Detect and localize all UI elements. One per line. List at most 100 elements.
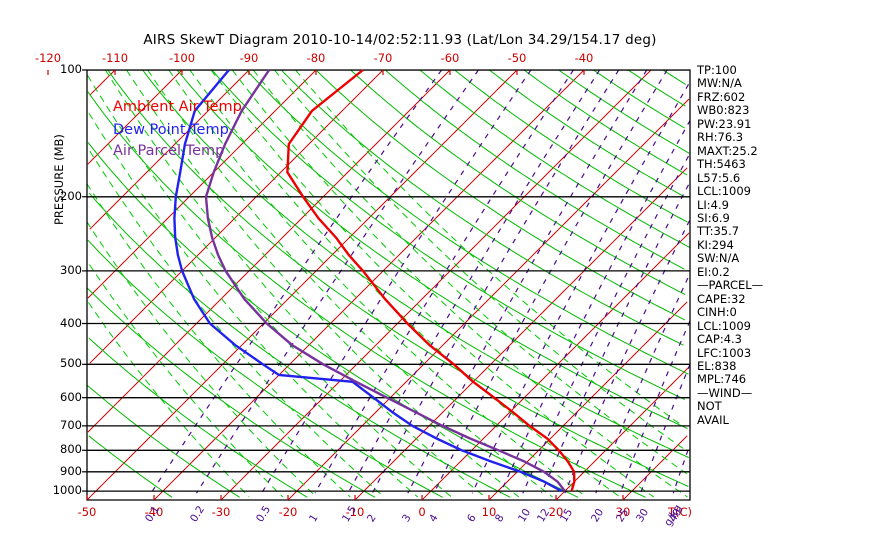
mixing-ratio-line — [433, 70, 668, 494]
top-temp-tick-label: -120 — [34, 51, 62, 65]
dry-adiabat-line — [107, 70, 689, 487]
mixing-ratio-line — [371, 70, 620, 494]
series-line-2 — [173, 69, 563, 493]
bottom-temp-tick-label: -20 — [278, 505, 298, 519]
stat-item: LCL:1009 — [697, 184, 751, 199]
bottom-temp-tick-label: 0 — [418, 505, 426, 519]
isotherm-line — [87, 70, 518, 500]
dry-adiabat-line — [627, 70, 686, 107]
stat-item: SW:N/A — [697, 251, 740, 266]
dry-adiabat-line — [523, 70, 688, 176]
stat-item: KI:294 — [697, 237, 734, 252]
stat-item: PW:23.91 — [697, 116, 752, 131]
dry-adiabat-line — [384, 70, 685, 270]
moist-adiabat-line — [87, 183, 351, 498]
stat-item: WB0:823 — [697, 103, 750, 118]
isotherm-line — [89, 70, 116, 96]
stat-item: CINH:0 — [697, 305, 737, 320]
isotherm-line — [89, 70, 250, 230]
top-temp-tick-label: -70 — [373, 51, 393, 65]
pressure-tick-label: 900 — [60, 463, 82, 478]
dry-adiabat-line — [88, 337, 308, 498]
moist-adiabat-line — [89, 264, 284, 498]
top-temp-tick-label: -110 — [101, 51, 129, 65]
stat-item: TH:5463 — [697, 157, 746, 172]
stat-item: MW:N/A — [697, 76, 742, 91]
series-line-1 — [286, 69, 576, 492]
stat-item: TP:100 — [697, 63, 737, 77]
dry-adiabat-line — [558, 70, 690, 154]
moist-adiabat-line — [104, 70, 486, 498]
dry-adiabat-line — [662, 70, 687, 85]
top-temp-tick-label: -100 — [168, 51, 196, 65]
legend-ambient-air-temp: Ambient Air Temp — [113, 99, 242, 115]
mixing-ratio-line — [261, 70, 532, 494]
bottom-temp-tick-label: -30 — [211, 505, 231, 519]
isotherm-line — [622, 435, 688, 500]
dry-adiabat-line — [87, 239, 443, 498]
stat-item: MAXT:25.2 — [697, 143, 758, 158]
pressure-tick-label: 800 — [60, 442, 82, 457]
isotherm-line — [421, 232, 690, 500]
mixing-ratio-line — [619, 320, 690, 494]
dry-adiabat-line — [593, 70, 685, 129]
isotherm-line — [153, 70, 585, 500]
mixing-ratio-line — [522, 155, 690, 494]
stat-item: EL:838 — [697, 358, 737, 373]
stat-item: —WIND— — [697, 385, 753, 400]
pressure-tick-label: 100 — [60, 62, 82, 76]
isotherm-line — [287, 98, 690, 500]
mixing-ratio-line — [195, 70, 479, 494]
stat-item: L57:5.6 — [697, 170, 741, 185]
mixing-ratio-line — [471, 84, 690, 494]
stat-item: LFC:1003 — [697, 345, 752, 360]
mixing-ratio-line — [640, 363, 690, 494]
top-temp-tick-label: -40 — [574, 51, 594, 65]
dry-adiabat-line — [87, 287, 376, 498]
pressure-tick-label: 400 — [60, 315, 82, 330]
mixing-ratio-line — [407, 70, 648, 494]
pressure-tick-label: 500 — [60, 356, 82, 371]
top-temp-tick-label: -90 — [239, 51, 259, 65]
top-temp-tick-label: -50 — [507, 51, 527, 65]
stat-item: —PARCEL— — [697, 278, 764, 293]
pressure-tick-label: 700 — [60, 417, 82, 432]
isotherm-line — [89, 70, 384, 364]
moist-adiabat-line — [274, 70, 684, 449]
stat-item: CAPE:32 — [697, 291, 746, 306]
moist-adiabat-line — [147, 70, 553, 498]
stat-item: EI:0.2 — [697, 264, 730, 279]
pressure-tick-label: 1000 — [52, 483, 82, 498]
bottom-temp-tick-label: -40 — [144, 505, 164, 519]
stat-item: LCL:1009 — [697, 318, 751, 333]
bottom-temp-tick-label: -10 — [345, 505, 365, 519]
dry-adiabat-line — [87, 384, 240, 498]
moist-adiabat-line — [87, 221, 317, 498]
mixing-ratio-line — [595, 277, 689, 494]
legend-dew-point-temp: Dew Point Temp — [113, 122, 229, 138]
stat-item: RH:76.3 — [697, 130, 744, 145]
series-line-3 — [204, 69, 566, 492]
top-temp-tick-label: -60 — [440, 51, 460, 65]
stats-panel: TP:100 MW:N/A FRZ:602 WB0:823 PW:23.91 RH:76.… — [697, 63, 867, 427]
dry-adiabat-line — [211, 70, 686, 400]
dry-adiabat-line — [315, 70, 686, 321]
dry-adiabat-line — [489, 70, 685, 198]
isotherm-line — [87, 70, 451, 433]
x-axis-label: T(C) — [668, 505, 693, 519]
mixing-ratio-line — [499, 119, 690, 494]
stat-item: SI:6.9 — [697, 210, 730, 225]
moist-adiabat-line — [88, 112, 419, 498]
isotherm-line — [87, 70, 317, 299]
dry-adiabat-line — [176, 70, 688, 429]
isotherm-line — [220, 70, 652, 500]
isotherm-line — [354, 167, 688, 500]
legend-air-parcel-temp: Air Parcel Temp — [113, 143, 225, 159]
dry-adiabat-line — [88, 192, 511, 498]
bottom-temp-tick-label: 20 — [548, 505, 564, 519]
pressure-tick-label: 300 — [60, 262, 82, 277]
pressure-tick-label: 200 — [60, 188, 82, 203]
moist-adiabat-line — [189, 70, 621, 498]
